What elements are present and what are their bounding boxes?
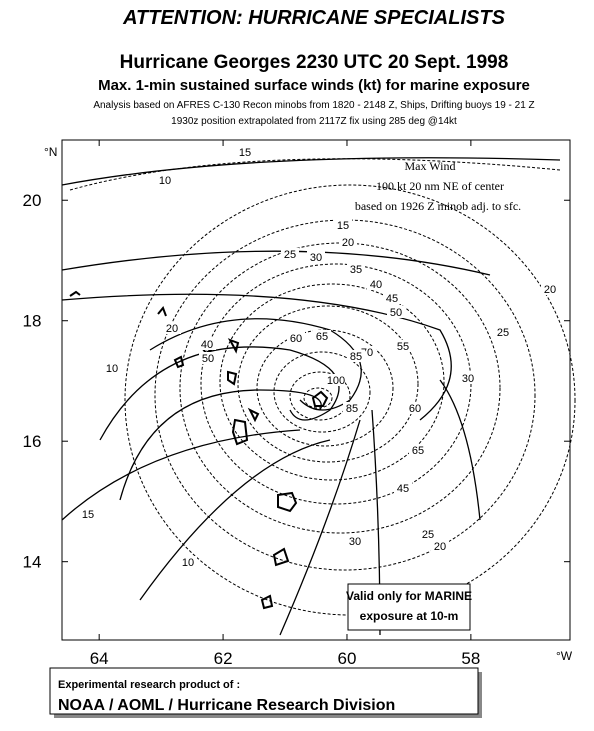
isotach-label: 20	[434, 541, 446, 553]
isotach-label-bg	[346, 535, 364, 547]
max-wind-note: Max Wind	[405, 159, 456, 173]
isotach-label-bg	[198, 338, 216, 350]
isotach-label: 30	[462, 373, 474, 385]
note: 1930z position extrapolated from 2117Z f…	[171, 116, 457, 127]
isotach-label-bg	[383, 292, 401, 304]
isotach-label-bg	[103, 362, 121, 374]
x-unit: °W	[556, 649, 573, 663]
x-tick-label: 62	[214, 649, 233, 668]
isotach-label: 65	[412, 445, 424, 457]
marine-note: exposure at 10-m	[360, 609, 459, 623]
isotach-label: 10	[159, 175, 171, 187]
isotach-label-bg	[431, 540, 449, 552]
isotach-label-bg	[327, 374, 345, 386]
isotach-label-bg	[347, 350, 365, 362]
isotach-label: 30	[349, 536, 361, 548]
isotach-label: 65	[316, 331, 328, 343]
isotach-label: 20	[166, 323, 178, 335]
y-tick-label: 20	[23, 191, 42, 210]
isotach-label-bg	[367, 278, 385, 290]
isotach-label: 50	[390, 307, 402, 319]
isotach-label-bg	[199, 352, 217, 364]
y-tick-label: 14	[23, 553, 42, 572]
isotach-label-bg	[281, 248, 299, 260]
footer-box	[49, 667, 479, 715]
isotach-label-bg	[494, 326, 512, 338]
isotach-label-bg	[541, 283, 559, 295]
isotach-label-bg	[394, 340, 412, 352]
isotach-label: 10	[106, 363, 118, 375]
isotach-label-bg	[409, 444, 427, 456]
isotach-label-bg	[79, 508, 97, 520]
isotach-label: 85	[350, 351, 362, 363]
isotach-label: 60	[409, 403, 421, 415]
isotach-label: 60	[290, 333, 302, 345]
isotach-label-bg	[236, 146, 254, 158]
isotach-label: 55	[397, 341, 409, 353]
x-tick-label: 58	[461, 649, 480, 668]
marine-note: Valid only for MARINE	[346, 589, 472, 603]
max-wind-note: based on 1926 Z minob adj. to sfc.	[355, 199, 521, 213]
isotach-label-bg	[406, 402, 424, 414]
isotach-label: 20	[544, 284, 556, 296]
title: ATTENTION: HURRICANE SPECIALISTS	[122, 7, 506, 29]
isotach-label: 40	[201, 339, 213, 351]
isotach-label: 25	[497, 327, 509, 339]
isotach-label-bg	[419, 528, 437, 540]
isotach-label: 45	[397, 483, 409, 495]
streamlines	[61, 157, 561, 636]
subtitle: Max. 1-min sustained surface winds (kt) …	[98, 77, 530, 94]
map	[61, 157, 576, 636]
isotach-label: 30	[310, 252, 322, 264]
isotach-label-bg	[394, 482, 412, 494]
isotach-label: 100	[327, 375, 345, 387]
y-tick-label: 18	[23, 312, 42, 331]
max-wind-note: 100 kt 20 nm NE of center	[376, 179, 504, 193]
isotach-label: 15	[82, 509, 94, 521]
marine-box	[347, 583, 471, 631]
x-tick-label: 64	[90, 649, 109, 668]
note: Analysis based on AFRES C-130 Recon mino…	[93, 100, 534, 111]
isotach-label-bg	[459, 372, 477, 384]
footer-line: NOAA / AOML / Hurricane Research Divisio…	[58, 697, 395, 714]
isotach-label-bg	[387, 306, 405, 318]
isotach-label: 20	[342, 237, 354, 249]
isotach-label: 15	[239, 147, 251, 159]
isotach-label-bg	[307, 251, 325, 263]
isotach-label-bg	[339, 236, 357, 248]
isotachs	[69, 158, 576, 616]
y-tick-label: 16	[23, 432, 42, 451]
isotach-label: 10	[182, 557, 194, 569]
isotach-label-bg	[163, 322, 181, 334]
isotach-label: 40	[370, 279, 382, 291]
isotach-label: 85	[346, 403, 358, 415]
isotach-label: 25	[284, 249, 296, 261]
subtitle: Hurricane Georges 2230 UTC 20 Sept. 1998	[120, 52, 509, 73]
isotach-label-bg	[347, 263, 365, 275]
isotach-label: 35	[350, 264, 362, 276]
isotach-label-bg	[334, 219, 352, 231]
isotach-label-bg	[179, 556, 197, 568]
y-unit: °N	[44, 145, 57, 159]
isotach-label: 25	[422, 529, 434, 541]
isotach-label-bg	[287, 332, 305, 344]
footer-line: Experimental research product of :	[58, 679, 240, 691]
x-tick-label: 60	[338, 649, 357, 668]
isotach-label-bg	[343, 402, 361, 414]
map-frame	[61, 139, 571, 641]
isotach-label-bg	[156, 174, 174, 186]
isotach-label: 50	[202, 353, 214, 365]
isotach-label: 15	[337, 220, 349, 232]
isotach-label: 45	[386, 293, 398, 305]
isotach-label-bg	[313, 330, 331, 342]
